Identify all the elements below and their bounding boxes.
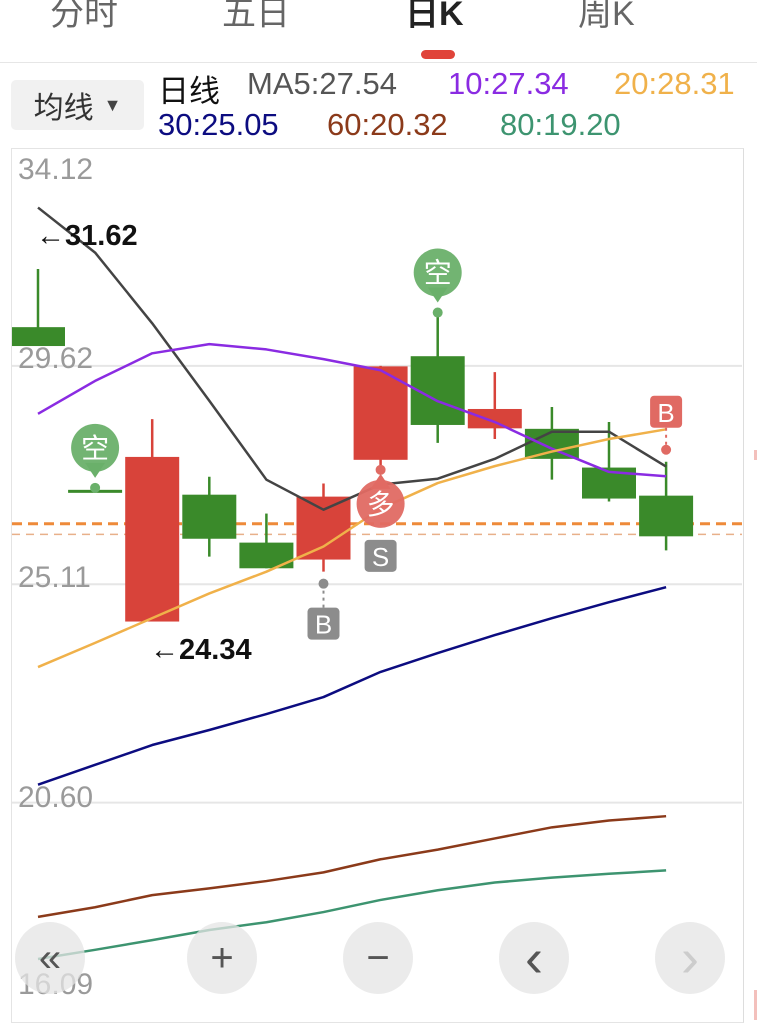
y-tick-label: 34.12 (18, 153, 94, 186)
tab-five-day[interactable]: 五日 (222, 0, 290, 33)
double-chevron-left-icon: « (38, 935, 62, 980)
buy-signal-tag (650, 395, 683, 428)
signal-dot (375, 464, 386, 475)
legend-ma5: MA5:27.54 (247, 66, 397, 101)
candle-body (639, 495, 694, 537)
legend-ma60: 60:20.32 (327, 107, 448, 142)
ma-line-ma5 (37, 206, 667, 511)
signal-dot (318, 578, 329, 589)
zoom-in-button[interactable]: + (187, 922, 257, 994)
ma-line-30 (37, 585, 667, 786)
candle-body (524, 428, 579, 459)
caret-down-icon: ▼ (103, 94, 122, 115)
legend-ma80: 80:19.20 (500, 107, 621, 142)
chevron-left-icon: ‹ (525, 928, 543, 988)
ma-line-80 (37, 869, 667, 961)
legend-ma10: 10:27.34 (448, 66, 569, 101)
scroll-right-button[interactable]: › (655, 922, 725, 994)
plus-icon: + (210, 935, 234, 980)
candle-body (182, 494, 237, 539)
candle-body (467, 408, 522, 429)
jump-start-button[interactable]: « (15, 922, 85, 994)
zoom-out-button[interactable]: − (343, 922, 413, 994)
tab-weekly-k[interactable]: 周K (578, 0, 635, 33)
candle-body (353, 366, 408, 460)
period-tabs: 分时 五日 日K 周K (0, 0, 757, 36)
long-signal-bubble (356, 479, 405, 528)
ma-selector-label: 均线 (33, 92, 94, 125)
active-tab-indicator (421, 50, 455, 59)
tab-daily-k[interactable]: 日K (405, 0, 464, 33)
signal-dot (432, 307, 443, 318)
divider (0, 62, 757, 63)
signal-text: S (372, 542, 389, 572)
y-tick-label: 29.62 (18, 342, 94, 375)
ma-line-10 (37, 342, 667, 478)
sell-signal-tag (364, 539, 397, 572)
tab-intraday[interactable]: 分时 (50, 0, 118, 33)
minus-icon: − (366, 935, 390, 980)
signal-text: 多 (367, 488, 395, 521)
short-signal-bubble (71, 423, 120, 472)
adjacent-panel-edge (754, 150, 757, 1020)
signal-dot (90, 482, 101, 493)
signal-text: 空 (81, 432, 109, 465)
signal-text: 空 (424, 257, 452, 290)
short-signal-bubble (413, 248, 462, 297)
high-price-label: ←31.62 (36, 220, 138, 252)
signal-dot (661, 444, 672, 455)
legend-period: 日线 (158, 74, 220, 109)
legend-ma20: 20:28.31 (614, 66, 735, 101)
signal-text: B (657, 398, 674, 428)
scroll-left-button[interactable]: ‹ (499, 922, 569, 994)
ma-selector-dropdown[interactable]: 均线 ▼ (11, 80, 144, 130)
low-price-label: ←24.34 (150, 634, 252, 666)
y-tick-label: 20.60 (18, 781, 94, 814)
chevron-right-icon: › (681, 928, 699, 988)
y-tick-label: 25.11 (18, 561, 91, 594)
candle-body (12, 327, 65, 347)
buy-signal-tag (307, 607, 340, 640)
signal-text: B (315, 610, 332, 640)
ma-line-20 (37, 428, 667, 669)
legend-ma30: 30:25.05 (158, 107, 279, 142)
candle-body (296, 496, 351, 560)
ma-line-60 (37, 814, 667, 919)
candle-body (125, 456, 180, 622)
